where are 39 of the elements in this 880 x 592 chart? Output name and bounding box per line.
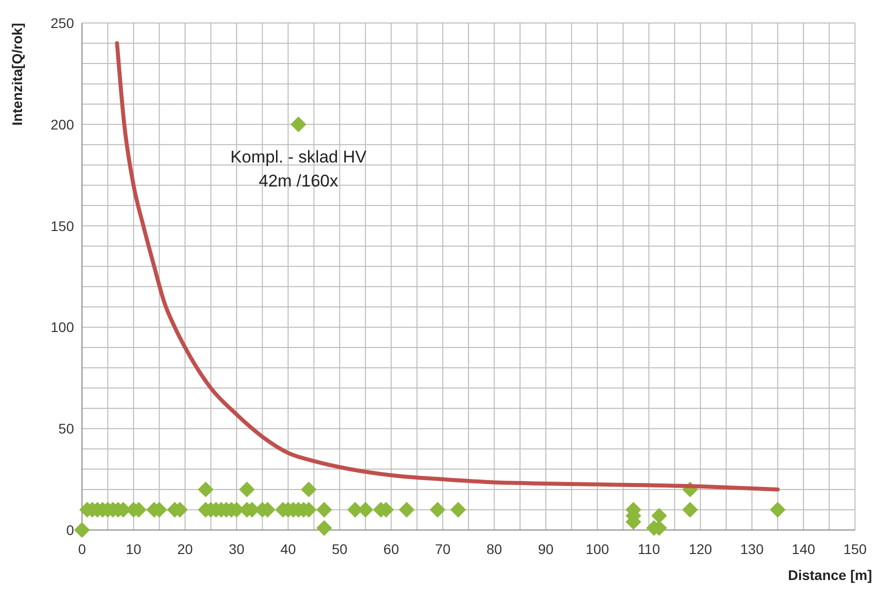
line-series [115, 41, 780, 492]
point [770, 502, 786, 518]
point [300, 482, 317, 498]
x-tick-label: 70 [434, 541, 451, 557]
x-tick-label: 20 [177, 541, 194, 557]
y-tick-label: 150 [50, 218, 74, 234]
point [316, 502, 332, 518]
x-tick-label: 140 [792, 541, 816, 557]
x-tick-label: 100 [586, 541, 610, 557]
x-tick-label: 40 [280, 541, 296, 557]
point [198, 482, 214, 498]
y-tick-label: 200 [50, 116, 74, 132]
point [290, 116, 306, 132]
y-axis-title: Intenzita[Q/rok] [9, 23, 25, 126]
x-tick-label: 110 [638, 541, 660, 557]
point [398, 502, 415, 518]
y-tick-label: 250 [50, 15, 74, 31]
point [682, 502, 698, 518]
y-tick-label: 100 [50, 319, 74, 336]
x-tick-label: 90 [538, 541, 554, 557]
x-tick-label: 130 [740, 541, 764, 557]
point [74, 522, 90, 538]
point [239, 482, 255, 498]
point [316, 520, 332, 536]
x-tick-label: 60 [383, 541, 400, 557]
x-tick-label: 80 [486, 541, 502, 557]
x-tick-label: 50 [332, 541, 348, 557]
x-tick-label: 120 [688, 541, 712, 557]
annotation: Kompl. - sklad HV 42m /160x [230, 147, 368, 190]
point [430, 502, 446, 518]
x-tick-label: 30 [228, 541, 245, 557]
y-tick-label: 0 [66, 522, 74, 538]
point [651, 508, 668, 524]
point [450, 502, 466, 518]
x-axis-title: Distance [m] [788, 567, 872, 583]
y-tick-label: 50 [58, 420, 74, 437]
x-tick-label: 150 [843, 541, 867, 557]
x-tick-label: 0 [78, 541, 86, 557]
x-tick-label: 10 [126, 541, 142, 557]
